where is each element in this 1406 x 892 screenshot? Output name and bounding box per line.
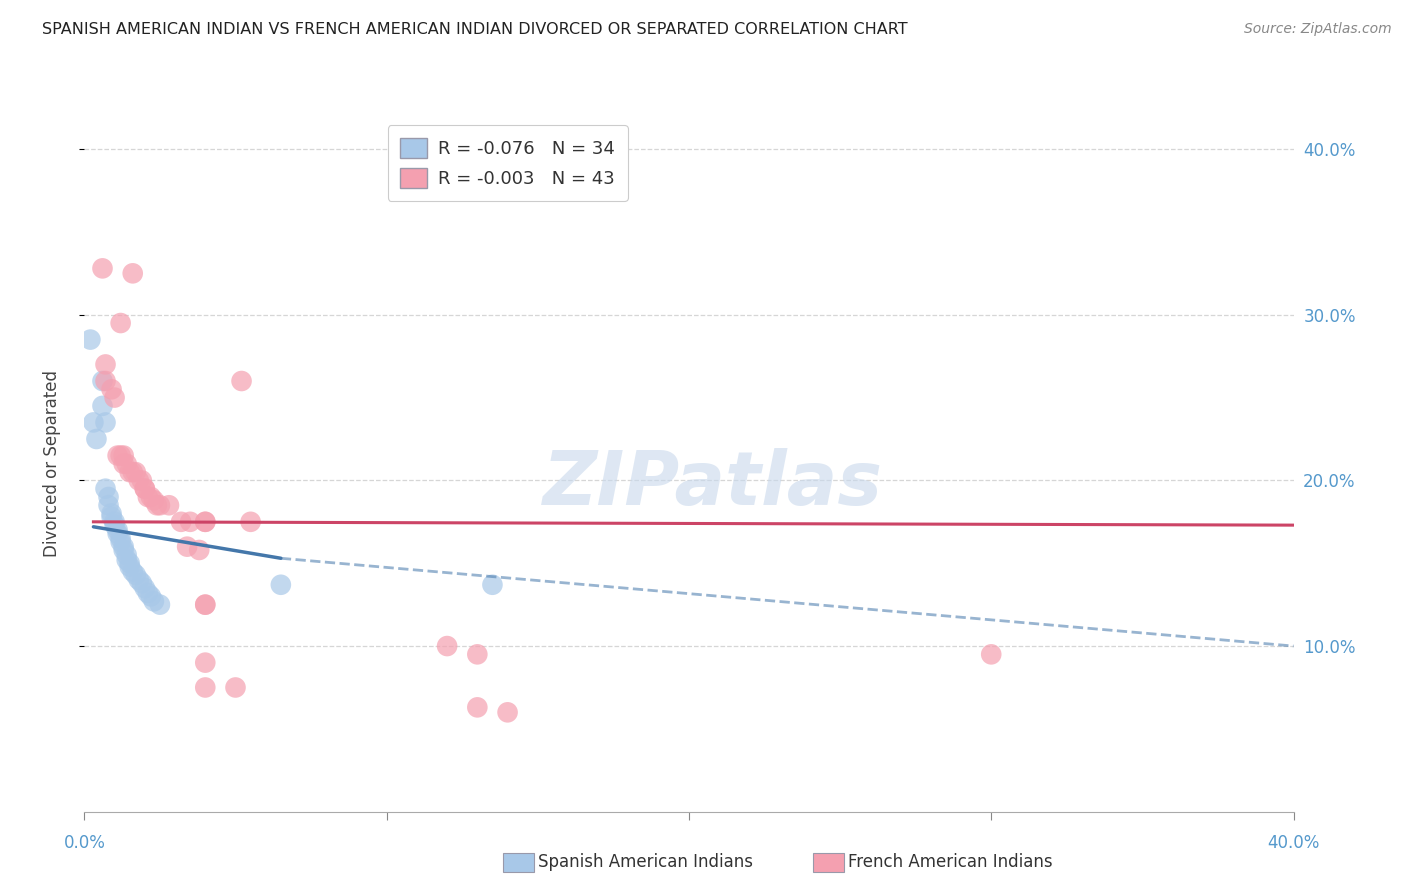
Point <box>112 449 135 463</box>
Point <box>79 333 101 347</box>
Point <box>142 594 165 608</box>
Point <box>100 509 122 524</box>
Point <box>176 540 198 554</box>
Text: Source: ZipAtlas.com: Source: ZipAtlas.com <box>1244 22 1392 37</box>
Point <box>270 578 292 592</box>
Point <box>104 515 127 529</box>
Point <box>91 374 114 388</box>
Point <box>125 465 148 479</box>
Point <box>136 586 159 600</box>
Text: 0.0%: 0.0% <box>63 834 105 852</box>
Point <box>112 543 135 558</box>
Point <box>118 556 141 570</box>
Point <box>134 482 156 496</box>
Point <box>136 490 159 504</box>
Y-axis label: Divorced or Separated: Divorced or Separated <box>42 370 60 558</box>
Point <box>149 498 172 512</box>
Point <box>100 382 122 396</box>
Legend: R = -0.076   N = 34, R = -0.003   N = 43: R = -0.076 N = 34, R = -0.003 N = 43 <box>388 125 627 201</box>
Point <box>115 548 138 562</box>
Point <box>179 515 201 529</box>
Point <box>104 518 127 533</box>
Point <box>980 648 1002 662</box>
Point <box>134 581 156 595</box>
Point <box>86 432 108 446</box>
Point <box>239 515 262 529</box>
Point <box>107 449 129 463</box>
Point <box>107 526 129 541</box>
Point <box>467 700 489 714</box>
Point <box>149 598 172 612</box>
Point <box>112 457 135 471</box>
Text: French American Indians: French American Indians <box>848 853 1053 871</box>
Text: 40.0%: 40.0% <box>1267 834 1320 852</box>
Point <box>467 648 489 662</box>
Point <box>121 565 143 579</box>
Point <box>436 639 458 653</box>
Point <box>194 515 217 529</box>
Point <box>194 598 217 612</box>
Point <box>131 576 153 591</box>
Point <box>481 578 503 592</box>
Point <box>134 482 156 496</box>
Point <box>110 532 132 546</box>
Point <box>231 374 253 388</box>
Point <box>94 374 117 388</box>
Point <box>194 515 217 529</box>
Point <box>104 391 127 405</box>
Point <box>125 567 148 582</box>
Point <box>110 534 132 549</box>
Point <box>97 490 120 504</box>
Point <box>110 449 132 463</box>
Point <box>194 656 217 670</box>
Point <box>118 465 141 479</box>
Point <box>170 515 193 529</box>
Point <box>91 399 114 413</box>
Point <box>118 559 141 574</box>
Point <box>157 498 180 512</box>
Point <box>82 416 104 430</box>
Point <box>194 681 217 695</box>
Point <box>128 474 150 488</box>
Text: ZIPatlas: ZIPatlas <box>543 448 883 521</box>
Point <box>115 553 138 567</box>
Point <box>194 598 217 612</box>
Point <box>100 507 122 521</box>
Point <box>139 590 162 604</box>
Point <box>139 490 162 504</box>
Point <box>188 543 211 558</box>
Point <box>91 261 114 276</box>
Point <box>94 358 117 372</box>
Point <box>142 493 165 508</box>
Text: SPANISH AMERICAN INDIAN VS FRENCH AMERICAN INDIAN DIVORCED OR SEPARATED CORRELAT: SPANISH AMERICAN INDIAN VS FRENCH AMERIC… <box>42 22 908 37</box>
Point <box>496 706 519 720</box>
Point <box>128 573 150 587</box>
Point <box>112 540 135 554</box>
Point <box>107 523 129 537</box>
Point <box>121 266 143 280</box>
Text: Spanish American Indians: Spanish American Indians <box>538 853 754 871</box>
Point <box>110 316 132 330</box>
Point <box>115 457 138 471</box>
Point <box>131 474 153 488</box>
Point <box>97 498 120 512</box>
Point <box>94 482 117 496</box>
Point <box>225 681 247 695</box>
Point <box>94 416 117 430</box>
Point <box>121 465 143 479</box>
Point <box>146 498 169 512</box>
